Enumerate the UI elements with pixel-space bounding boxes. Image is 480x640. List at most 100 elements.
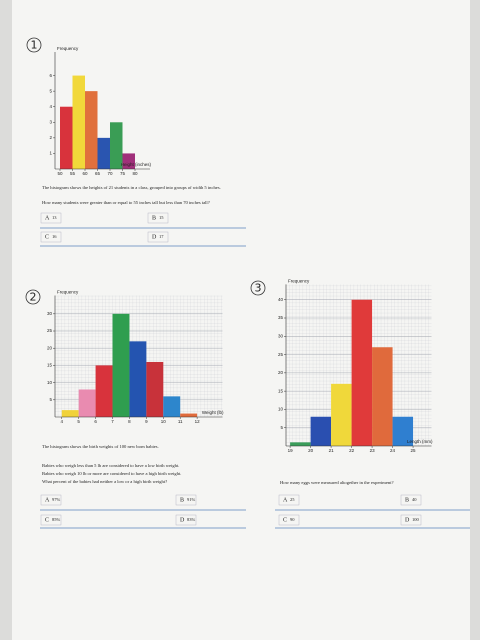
option-answer: 25 <box>290 497 295 502</box>
number-circle <box>250 280 266 296</box>
option-letter: A <box>45 215 50 221</box>
question-text: Babies who weigh less than 5 lb are cons… <box>42 463 179 468</box>
x-tick-label: 6 <box>94 419 97 424</box>
x-tick-label: 23 <box>370 448 376 453</box>
x-tick-label: 10 <box>161 419 167 424</box>
bar <box>78 389 96 417</box>
x-tick-label: 25 <box>411 448 417 453</box>
option-letter: B <box>152 215 156 221</box>
y-tick-label: 5 <box>49 88 52 93</box>
option-letter: A <box>283 497 288 503</box>
answer-box <box>147 231 169 243</box>
y-tick-label: 5 <box>49 397 52 402</box>
bar <box>351 299 373 446</box>
answer-box <box>400 514 422 526</box>
answer-box <box>40 231 62 243</box>
y-tick-label: 6 <box>49 73 52 78</box>
x-tick-label: 70 <box>107 171 113 176</box>
y-axis-label: Frequency <box>57 46 79 51</box>
option-letter: C <box>45 234 49 240</box>
option-answer: 13 <box>52 215 57 220</box>
x-tick-label: 21 <box>329 448 335 453</box>
option-answer: 83% <box>187 517 196 522</box>
bar <box>163 396 181 417</box>
bar <box>122 153 135 169</box>
option-answer: 17 <box>159 234 164 239</box>
question-text: The histogram shows the birth weights of… <box>42 444 159 449</box>
answer-box <box>400 494 422 506</box>
option-letter: B <box>405 497 409 503</box>
y-tick-label: 15 <box>278 388 284 393</box>
answer-box <box>40 494 62 506</box>
option-answer: 97% <box>52 497 61 502</box>
bar <box>72 75 85 169</box>
y-tick-label: 10 <box>278 407 284 412</box>
bar <box>180 413 198 417</box>
y-tick-label: 30 <box>278 333 284 338</box>
answer-box <box>175 514 197 526</box>
option-answer: 15 <box>159 215 164 220</box>
x-axis-label: Length (mm) <box>407 439 433 444</box>
bar <box>61 410 79 417</box>
x-tick-label: 60 <box>82 171 88 176</box>
x-tick-label: 55 <box>70 171 76 176</box>
y-tick-label: 30 <box>47 311 53 316</box>
bar <box>392 416 414 446</box>
answer-box <box>278 514 300 526</box>
option-answer: 40 <box>412 497 417 502</box>
y-tick-label: 4 <box>49 104 52 109</box>
bar <box>331 383 352 446</box>
question-text: What percent of the babies had neither a… <box>42 479 167 484</box>
option-answer: 16 <box>52 234 57 239</box>
bar <box>85 91 98 169</box>
y-tick-label: 20 <box>278 370 284 375</box>
option-answer: 91% <box>187 497 196 502</box>
bar <box>129 341 147 417</box>
x-tick-label: 9 <box>145 419 148 424</box>
answer-box <box>147 212 169 224</box>
answer-box <box>175 494 197 506</box>
x-tick-label: 7 <box>111 419 114 424</box>
y-tick-label: 35 <box>278 315 284 320</box>
question-text: The histogram shows the heights of 21 st… <box>42 185 221 191</box>
number-circle <box>25 289 41 305</box>
x-axis-label: Weight (lb) <box>202 410 224 415</box>
y-tick-label: 25 <box>47 328 53 333</box>
y-tick-label: 1 <box>49 151 52 156</box>
x-tick-label: 5 <box>77 419 80 424</box>
x-tick-label: 8 <box>128 419 131 424</box>
y-tick-label: 20 <box>47 345 53 350</box>
y-tick-label: 3 <box>49 119 52 124</box>
answer-box <box>40 514 62 526</box>
y-tick-label: 25 <box>278 352 284 357</box>
option-answer: 100 <box>412 517 420 522</box>
x-tick-label: 65 <box>95 171 101 176</box>
y-tick-label: 2 <box>49 135 52 140</box>
y-tick-label: 10 <box>47 380 53 385</box>
y-tick-label: 15 <box>47 363 53 368</box>
x-tick-label: 19 <box>288 448 294 453</box>
x-tick-label: 80 <box>132 171 138 176</box>
option-answer: 90 <box>290 517 295 522</box>
x-tick-label: 12 <box>195 419 201 424</box>
option-letter: D <box>405 517 410 523</box>
answer-box <box>278 494 300 506</box>
option-letter: C <box>45 517 49 523</box>
y-axis-label: Frequency <box>57 290 79 295</box>
option-answer: 85% <box>52 517 61 522</box>
bar <box>97 137 110 169</box>
answer-box <box>40 212 62 224</box>
bar <box>95 365 113 417</box>
option-letter: A <box>45 497 50 503</box>
bar <box>60 106 73 169</box>
y-tick-label: 40 <box>278 297 284 302</box>
question-text: How many students were greater than or e… <box>42 200 210 205</box>
bar <box>310 416 332 446</box>
section-number: 1 <box>31 39 38 52</box>
option-letter: D <box>180 517 185 523</box>
section-number: 2 <box>30 291 37 304</box>
y-axis-label: Frequency <box>288 279 310 284</box>
section-number: 3 <box>255 282 262 295</box>
question-text: Babies who weigh 10 lb or more are consi… <box>42 471 181 476</box>
bar <box>146 361 164 417</box>
